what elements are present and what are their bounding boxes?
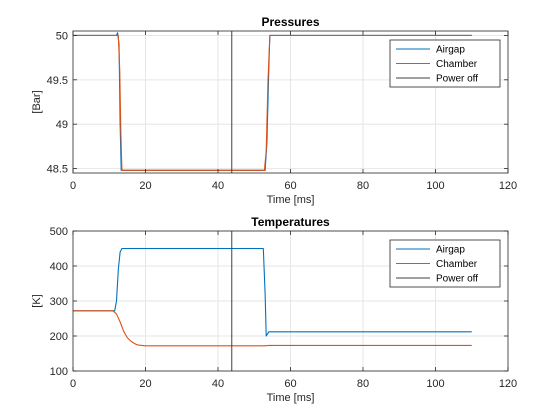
temperatures-y-tick-label: 200 bbox=[50, 331, 68, 343]
temperatures-y-tick-label: 300 bbox=[50, 296, 68, 308]
pressures-series-chamber-line bbox=[73, 34, 472, 171]
temperatures-chart-title: Temperatures bbox=[251, 215, 330, 229]
pressures-legend-label-airgap: Airgap bbox=[436, 45, 465, 56]
pressures-x-tick-label: 100 bbox=[426, 180, 444, 192]
temperatures-x-tick-label: 100 bbox=[426, 378, 444, 390]
temperatures-x-tick-label: 0 bbox=[70, 378, 76, 390]
pressures-x-tick-label: 40 bbox=[212, 180, 224, 192]
pressures-y-tick-label: 49 bbox=[56, 119, 68, 131]
pressures-legend-label-chamber: Chamber bbox=[436, 59, 478, 70]
temperatures-legend-label-airgap: Airgap bbox=[436, 245, 465, 256]
temperatures-x-tick-label: 20 bbox=[139, 378, 151, 390]
pressures-y-tick-label: 49.5 bbox=[47, 75, 68, 87]
temperatures-x-axis-label: Time [ms] bbox=[267, 392, 315, 404]
pressures-x-tick-label: 0 bbox=[70, 180, 76, 192]
temperatures-y-axis-label: [K] bbox=[31, 294, 43, 307]
pressures-x-tick-label: 60 bbox=[284, 180, 296, 192]
pressures-x-axis-label: Time [ms] bbox=[267, 194, 315, 206]
temperatures-x-tick-label: 60 bbox=[284, 378, 296, 390]
temperatures-series-chamber-line bbox=[73, 310, 472, 347]
pressures-y-tick-label: 48.5 bbox=[47, 164, 68, 176]
pressures-x-tick-label: 120 bbox=[499, 180, 517, 192]
pressures-y-tick-label: 50 bbox=[56, 30, 68, 42]
temperatures-y-tick-label: 100 bbox=[50, 366, 68, 378]
pressures-x-tick-label: 80 bbox=[357, 180, 369, 192]
pressures-legend-label-power-off: Power off bbox=[436, 74, 478, 85]
temperatures-legend-label-power-off: Power off bbox=[436, 274, 478, 285]
pressures-y-axis-label: [Bar] bbox=[31, 90, 43, 113]
temperatures-legend-label-chamber: Chamber bbox=[436, 259, 478, 270]
temperatures-x-tick-label: 40 bbox=[212, 378, 224, 390]
temperatures-y-tick-label: 400 bbox=[50, 261, 68, 273]
pressures-x-tick-label: 20 bbox=[139, 180, 151, 192]
temperatures-x-tick-label: 120 bbox=[499, 378, 517, 390]
temperatures-series-airgap-line bbox=[73, 247, 472, 337]
temperatures-y-tick-label: 500 bbox=[50, 226, 68, 238]
pressures-chart-title: Pressures bbox=[261, 15, 319, 29]
temperatures-x-tick-label: 80 bbox=[357, 378, 369, 390]
